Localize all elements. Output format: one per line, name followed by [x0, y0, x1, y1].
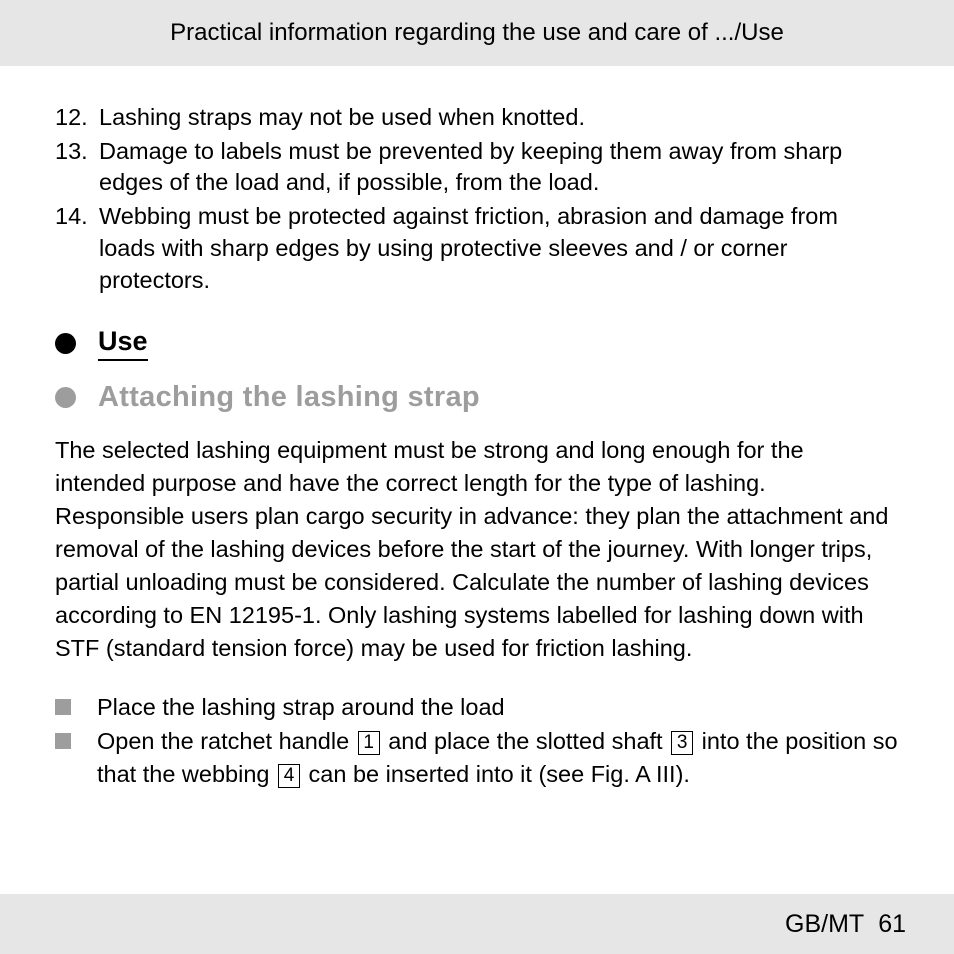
list-item: 12. Lashing straps may not be used when …: [55, 102, 899, 134]
reference-box: 1: [358, 731, 380, 755]
text-fragment: can be inserted into it (see Fig. A III)…: [302, 761, 690, 787]
list-text: Lashing straps may not be used when knot…: [99, 102, 899, 134]
list-text: Place the lashing strap around the load: [97, 691, 899, 724]
text-fragment: Open the ratchet handle: [97, 728, 356, 754]
footer-page-number: 61: [878, 910, 906, 939]
bullet-icon: [55, 387, 76, 408]
footer-region: GB/MT: [785, 910, 864, 939]
reference-box: 3: [671, 731, 693, 755]
page-content: 12. Lashing straps may not be used when …: [0, 66, 954, 791]
section-heading-use: Use: [55, 326, 899, 361]
reference-box: 4: [278, 764, 300, 788]
list-number: 13.: [55, 136, 99, 199]
list-number: 14.: [55, 201, 99, 296]
list-item: Open the ratchet handle 1 and place the …: [55, 725, 899, 791]
square-bullet-icon: [55, 733, 71, 749]
header-bar: Practical information regarding the use …: [0, 0, 954, 66]
list-text: Damage to labels must be prevented by ke…: [99, 136, 899, 199]
numbered-list: 12. Lashing straps may not be used when …: [55, 102, 899, 296]
heading-use: Use: [98, 326, 148, 361]
square-bullet-list: Place the lashing strap around the load …: [55, 691, 899, 792]
list-item: 14. Webbing must be protected against fr…: [55, 201, 899, 296]
paragraph-body: The selected lashing equipment must be s…: [55, 434, 899, 664]
text-fragment: and place the slotted shaft: [382, 728, 669, 754]
breadcrumb: Practical information regarding the use …: [170, 19, 784, 47]
list-text: Open the ratchet handle 1 and place the …: [97, 725, 899, 791]
list-number: 12.: [55, 102, 99, 134]
list-item: Place the lashing strap around the load: [55, 691, 899, 724]
bullet-icon: [55, 333, 76, 354]
square-bullet-icon: [55, 699, 71, 715]
footer-bar: GB/MT 61: [0, 894, 954, 954]
list-text: Webbing must be protected against fricti…: [99, 201, 899, 296]
list-item: 13. Damage to labels must be prevented b…: [55, 136, 899, 199]
section-heading-attaching: Attaching the lashing strap: [55, 381, 899, 414]
heading-attaching: Attaching the lashing strap: [98, 381, 480, 414]
